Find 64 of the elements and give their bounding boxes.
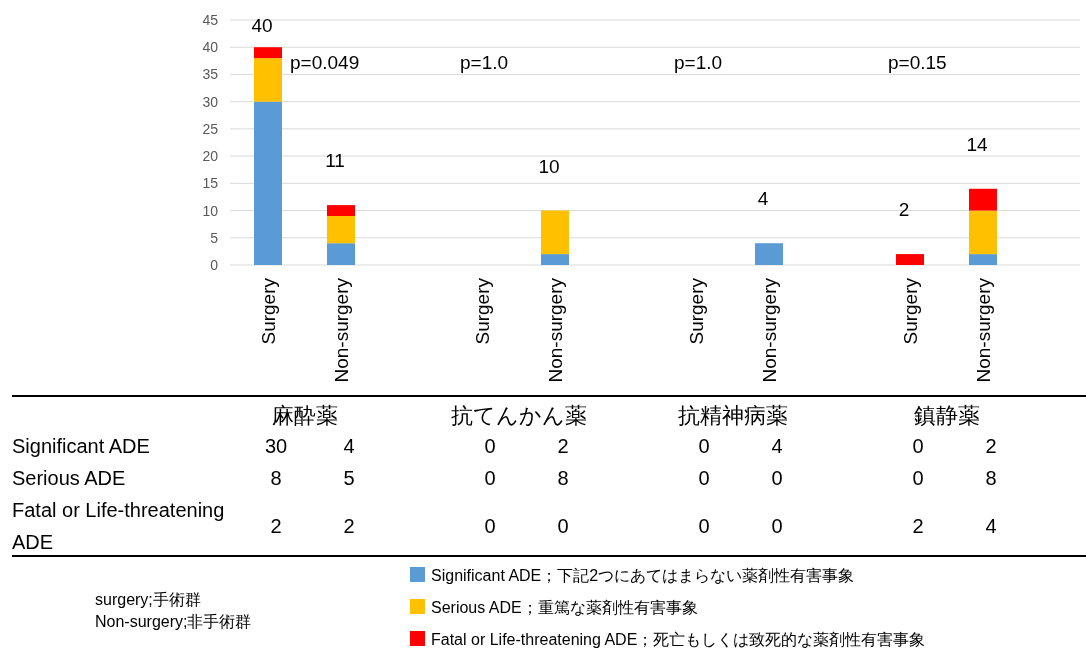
legend-label: Fatal or Life-threatening ADE；死亡もしくは致死的な薬剤性有害事象 bbox=[431, 631, 926, 648]
total-label: 14 bbox=[966, 133, 988, 155]
legend-label: Significant ADE；下記2つにあてはまらない薬剤性有害事象 bbox=[431, 567, 855, 584]
data-label: 0 bbox=[912, 467, 924, 489]
total-label: 10 bbox=[538, 155, 560, 177]
text: 麻酔薬 bbox=[271, 403, 338, 428]
text: 抗精神病薬 bbox=[677, 403, 788, 428]
data-label: 0 bbox=[557, 515, 569, 537]
y-tick-label: 25 bbox=[202, 120, 219, 137]
data-label: 8 bbox=[270, 467, 282, 489]
annotation: p=0.15 bbox=[888, 52, 947, 73]
x-tick-label: Non-surgery bbox=[331, 277, 352, 383]
y-tick-label: 20 bbox=[202, 148, 219, 165]
annotation: p=1.0 bbox=[460, 52, 509, 73]
y-tick-label: 45 bbox=[202, 12, 219, 28]
text: 抗てんかん薬 bbox=[450, 403, 587, 428]
annotation: p=1.0 bbox=[674, 52, 723, 73]
data-label: 8 bbox=[985, 467, 997, 489]
total-label: 11 bbox=[325, 150, 345, 172]
data-label: 8 bbox=[557, 467, 569, 489]
data-label: 2 bbox=[557, 435, 569, 457]
total-label: 4 bbox=[757, 188, 769, 210]
text: surgery;手術群 bbox=[95, 591, 201, 608]
data-label: 4 bbox=[771, 435, 783, 457]
text: Non-surgery;非手術群 bbox=[95, 613, 252, 630]
data-label: 0 bbox=[484, 435, 496, 457]
data-label: 0 bbox=[771, 515, 783, 537]
data-label: 0 bbox=[698, 435, 710, 457]
data-label: 0 bbox=[771, 467, 783, 489]
y-tick-label: 30 bbox=[202, 93, 219, 110]
text: Significant ADE bbox=[12, 435, 150, 457]
x-tick-label: Surgery bbox=[472, 277, 493, 345]
x-tick-label: Non-surgery bbox=[973, 277, 994, 383]
y-tick-label: 5 bbox=[210, 229, 219, 246]
text: Fatal or Life-threatening ADE bbox=[12, 499, 225, 553]
data-label: 2 bbox=[912, 515, 924, 537]
total-label: 2 bbox=[898, 199, 910, 221]
x-tick-label: Surgery bbox=[258, 277, 279, 345]
y-tick-label: 40 bbox=[202, 39, 219, 56]
data-label: 30 bbox=[264, 435, 288, 457]
data-label: 5 bbox=[343, 467, 355, 489]
data-label: 2 bbox=[343, 515, 355, 537]
annotation: p=0.049 bbox=[290, 52, 360, 73]
total-label: 40 bbox=[251, 15, 273, 36]
x-tick-label: Surgery bbox=[900, 277, 921, 345]
x-tick-label: Surgery bbox=[686, 277, 707, 345]
data-label: 2 bbox=[270, 515, 282, 537]
data-label: 2 bbox=[985, 435, 997, 457]
data-label: 0 bbox=[698, 467, 710, 489]
legend-label: Serious ADE；重篤な薬剤性有害事象 bbox=[431, 599, 698, 616]
y-tick-label: 10 bbox=[202, 202, 219, 219]
text: 鎮静薬 bbox=[913, 403, 980, 428]
data-label: 0 bbox=[484, 515, 496, 537]
data-label: 0 bbox=[912, 435, 924, 457]
data-label: 4 bbox=[985, 515, 997, 537]
text: Serious ADE bbox=[12, 467, 126, 489]
y-tick-label: 15 bbox=[202, 175, 219, 192]
data-label: 0 bbox=[698, 515, 710, 537]
y-tick-label: 35 bbox=[202, 66, 219, 83]
data-label: 4 bbox=[343, 435, 355, 457]
x-tick-label: Non-surgery bbox=[759, 277, 780, 383]
data-label: 0 bbox=[484, 467, 496, 489]
x-tick-label: Non-surgery bbox=[545, 277, 566, 383]
y-tick-label: 0 bbox=[210, 257, 219, 273]
